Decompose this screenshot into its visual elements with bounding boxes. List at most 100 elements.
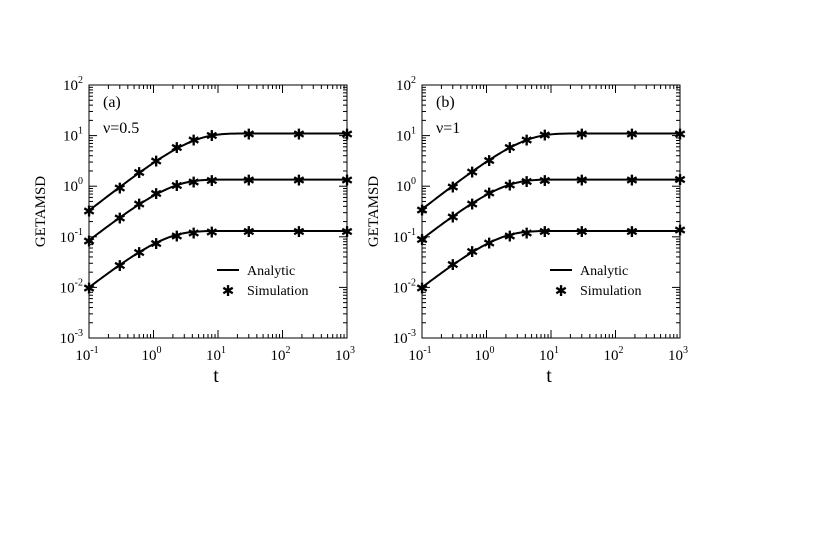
simulation-marker: ✱ <box>466 195 479 213</box>
simulation-marker: ✱ <box>187 173 200 191</box>
annotation: ν=1 <box>436 120 460 137</box>
simulation-marker: ✱ <box>446 209 459 227</box>
y-axis-label: GETAMSD <box>366 176 382 247</box>
legend-label-simulation: Simulation <box>247 284 308 299</box>
y-tick-label: 101 <box>63 126 83 145</box>
simulation-marker: ✱ <box>133 164 146 182</box>
simulation-marker: ✱ <box>483 235 496 253</box>
simulation-marker: ✱ <box>466 243 479 261</box>
y-tick-label: 10-3 <box>393 328 416 347</box>
simulation-marker: ✱ <box>520 173 533 191</box>
simulation-marker: ✱ <box>416 231 429 249</box>
simulation-marker: ✱ <box>205 127 218 145</box>
simulation-marker: ✱ <box>242 172 255 190</box>
simulation-marker: ✱ <box>626 172 639 190</box>
legend-star-icon: ✱ <box>222 282 235 300</box>
simulation-marker: ✱ <box>150 185 163 203</box>
legend-label-simulation: Simulation <box>580 284 641 299</box>
simulation-marker: ✱ <box>575 126 588 144</box>
y-tick-label: 101 <box>396 126 416 145</box>
simulation-marker: ✱ <box>83 232 96 250</box>
x-tick-label: 103 <box>335 345 355 364</box>
simulation-marker: ✱ <box>133 244 146 262</box>
simulation-marker: ✱ <box>504 177 517 195</box>
x-tick-label: 102 <box>604 345 624 364</box>
x-axis-label: t <box>546 365 552 387</box>
analytic-line-series-3 <box>421 230 680 289</box>
simulation-marker: ✱ <box>293 172 306 190</box>
simulation-marker: ✱ <box>674 126 687 144</box>
simulation-marker: ✱ <box>520 131 533 149</box>
y-axis-label: GETAMSD <box>33 176 49 247</box>
simulation-marker: ✱ <box>520 224 533 242</box>
legend-star-icon: ✱ <box>555 282 568 300</box>
simulation-marker: ✱ <box>113 179 126 197</box>
simulation-marker: ✱ <box>416 279 429 297</box>
x-axis-label: t <box>213 365 219 387</box>
simulation-marker: ✱ <box>83 203 96 221</box>
legend-label-analytic: Analytic <box>247 264 295 279</box>
chart-panel-2: 10-1 100 101 102 103 10-3 10-2 10-1 100 101 102 t GE… <box>366 75 688 387</box>
legend-label-analytic: Analytic <box>580 264 628 279</box>
simulation-marker: ✱ <box>150 235 163 253</box>
x-tick-label: 101 <box>539 345 559 364</box>
simulation-marker: ✱ <box>538 127 551 145</box>
simulation-marker: ✱ <box>205 223 218 241</box>
simulation-marker: ✱ <box>416 201 429 219</box>
simulation-marker: ✱ <box>483 152 496 170</box>
simulation-marker: ✱ <box>171 177 184 195</box>
simulation-marker: ✱ <box>341 126 354 144</box>
analytic-line-series-1 <box>421 132 680 211</box>
y-tick-label: 102 <box>396 75 416 94</box>
simulation-marker: ✱ <box>150 153 163 171</box>
y-tick-label: 10-3 <box>60 328 83 347</box>
simulation-marker: ✱ <box>466 164 479 182</box>
simulation-marker: ✱ <box>446 179 459 197</box>
simulation-marker: ✱ <box>504 227 517 245</box>
simulation-marker: ✱ <box>504 139 517 157</box>
x-tick-label: 103 <box>668 345 688 364</box>
simulation-marker: ✱ <box>446 256 459 274</box>
y-tick-label: 100 <box>63 176 83 195</box>
x-tick-label: 102 <box>271 345 291 364</box>
simulation-marker: ✱ <box>293 223 306 241</box>
y-tick-label: 10-1 <box>393 227 416 246</box>
simulation-marker: ✱ <box>483 185 496 203</box>
simulation-marker: ✱ <box>113 257 126 275</box>
simulation-marker: ✱ <box>83 279 96 297</box>
simulation-marker: ✱ <box>171 139 184 157</box>
simulation-marker: ✱ <box>538 223 551 241</box>
simulation-marker: ✱ <box>341 172 354 190</box>
analytic-line-series-3 <box>88 230 347 289</box>
simulation-marker: ✱ <box>133 196 146 214</box>
simulation-marker: ✱ <box>575 223 588 241</box>
annotation: ν=0.5 <box>103 120 139 137</box>
simulation-marker: ✱ <box>187 224 200 242</box>
simulation-marker: ✱ <box>626 223 639 241</box>
simulation-marker: ✱ <box>205 172 218 190</box>
chart-panel-1: 10-1 100 101 102 103 10-3 10-2 10-1 100 101 102 t GE… <box>33 75 355 387</box>
simulation-marker: ✱ <box>171 228 184 246</box>
analytic-line-series-2 <box>421 178 680 240</box>
simulation-marker: ✱ <box>187 132 200 150</box>
panel-label: (b) <box>436 94 455 111</box>
x-tick-label: 10-1 <box>408 345 431 364</box>
y-tick-label: 10-2 <box>60 277 83 296</box>
panel-label: (a) <box>103 94 121 111</box>
simulation-marker: ✱ <box>626 126 639 144</box>
x-tick-label: 10-1 <box>75 345 98 364</box>
x-tick-label: 101 <box>206 345 226 364</box>
simulation-marker: ✱ <box>293 126 306 144</box>
simulation-marker: ✱ <box>341 223 354 241</box>
x-tick-label: 100 <box>142 345 162 364</box>
simulation-marker: ✱ <box>242 126 255 144</box>
simulation-marker: ✱ <box>242 223 255 241</box>
simulation-marker: ✱ <box>674 221 687 239</box>
simulation-marker: ✱ <box>674 171 687 189</box>
simulation-marker: ✱ <box>538 172 551 190</box>
simulation-marker: ✱ <box>113 210 126 228</box>
x-tick-label: 100 <box>475 345 495 364</box>
analytic-line-series-2 <box>88 178 347 242</box>
y-tick-label: 100 <box>396 176 416 195</box>
